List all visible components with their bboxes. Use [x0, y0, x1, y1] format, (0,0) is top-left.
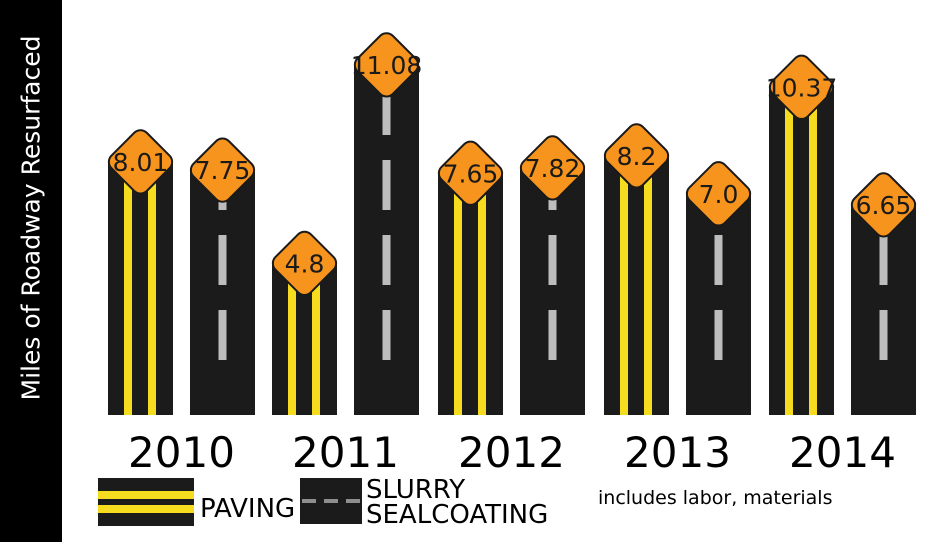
footnote: includes labor, materials	[598, 487, 833, 509]
badge-slurry-2013	[685, 161, 752, 227]
bar-paving-2014	[769, 87, 834, 416]
bar-slurry-2011-dash-2	[382, 160, 391, 210]
bar-slurry-2014-dash-0	[879, 310, 888, 360]
bar-paving-2010-line-left	[124, 161, 132, 415]
legend-paving-line-2	[98, 505, 194, 513]
legend-slurry-dash-1	[302, 499, 316, 503]
bar-paving-2012-line-left	[454, 173, 462, 415]
bar-slurry-2010-dash-1	[218, 235, 227, 285]
bar-paving-2012-line-right	[478, 173, 486, 415]
x-tick-label-2011: 2011	[292, 428, 399, 477]
badge-paving-2012	[437, 140, 504, 206]
bar-paving-2012	[438, 173, 503, 415]
bar-slurry-2012-dash-0	[548, 310, 557, 360]
bar-slurry-2014-dash-1	[879, 235, 888, 285]
bar-slurry-2013	[686, 193, 751, 415]
bar-slurry-2011-dash-0	[382, 310, 391, 360]
badge-slurry-2011	[353, 32, 420, 98]
value-label-slurry-2013: 7.0	[699, 180, 739, 209]
bar-paving-2013	[604, 155, 669, 415]
bar-paving-2013-line-right	[644, 155, 652, 415]
bar-paving-2010-line-right	[148, 161, 156, 415]
bar-paving-2011-line-left	[288, 263, 296, 415]
value-label-slurry-2010: 7.75	[195, 156, 251, 185]
legend-paving-label: PAVING	[200, 494, 296, 524]
x-tick-label-2013: 2013	[624, 428, 731, 477]
legend-slurry-swatch	[300, 478, 362, 524]
y-axis-band	[0, 0, 62, 542]
bar-slurry-2013-dash-0	[714, 310, 723, 360]
bar-paving-2014-line-right	[809, 87, 817, 416]
badge-paving-2011	[271, 230, 338, 296]
bar-slurry-2012-dash-1	[548, 235, 557, 285]
value-label-paving-2013: 8.2	[617, 142, 657, 171]
x-tick-label-2010: 2010	[128, 428, 235, 477]
bar-paving-2013-line-left	[620, 155, 628, 415]
bar-slurry-2010	[190, 170, 255, 415]
bar-paving-2011-line-right	[312, 263, 320, 415]
badge-paving-2014	[768, 54, 835, 120]
badge-paving-2010	[107, 129, 174, 195]
legend-paving-line-1	[98, 491, 194, 499]
x-tick-label-2014: 2014	[789, 428, 896, 477]
bar-slurry-2010-dash-0	[218, 310, 227, 360]
bar-chart: 8.01 7.75 2010 4.8 11.08 2011 7.65 7.82 2012 8.2 7…	[107, 32, 917, 477]
legend-paving-swatch	[98, 478, 194, 526]
x-tick-label-2012: 2012	[458, 428, 565, 477]
legend-slurry-dash-3	[346, 499, 360, 503]
badge-slurry-2010	[189, 137, 256, 203]
bar-slurry-2011-dash-1	[382, 235, 391, 285]
value-label-paving-2014: 10.37	[766, 73, 838, 102]
value-label-slurry-2011: 11.08	[351, 51, 423, 80]
bar-paving-2014-line-left	[785, 87, 793, 416]
value-label-slurry-2014: 6.65	[856, 191, 912, 220]
badge-slurry-2012	[519, 135, 586, 201]
badge-slurry-2014	[850, 172, 917, 238]
bar-slurry-2013-dash-1	[714, 235, 723, 285]
bar-slurry-2011-dash-3	[382, 85, 391, 135]
legend-slurry-dash-2	[324, 499, 338, 503]
badge-paving-2013	[603, 123, 670, 189]
legend-slurry-label: SLURRY SEALCOATING	[366, 475, 549, 530]
value-label-paving-2010: 8.01	[113, 148, 169, 177]
double-yellow-line-road-icon	[98, 478, 194, 526]
value-label-slurry-2012: 7.82	[525, 154, 581, 183]
bar-paving-2010	[108, 161, 173, 415]
value-label-paving-2011: 4.8	[285, 249, 325, 278]
value-label-paving-2012: 7.65	[443, 159, 499, 188]
